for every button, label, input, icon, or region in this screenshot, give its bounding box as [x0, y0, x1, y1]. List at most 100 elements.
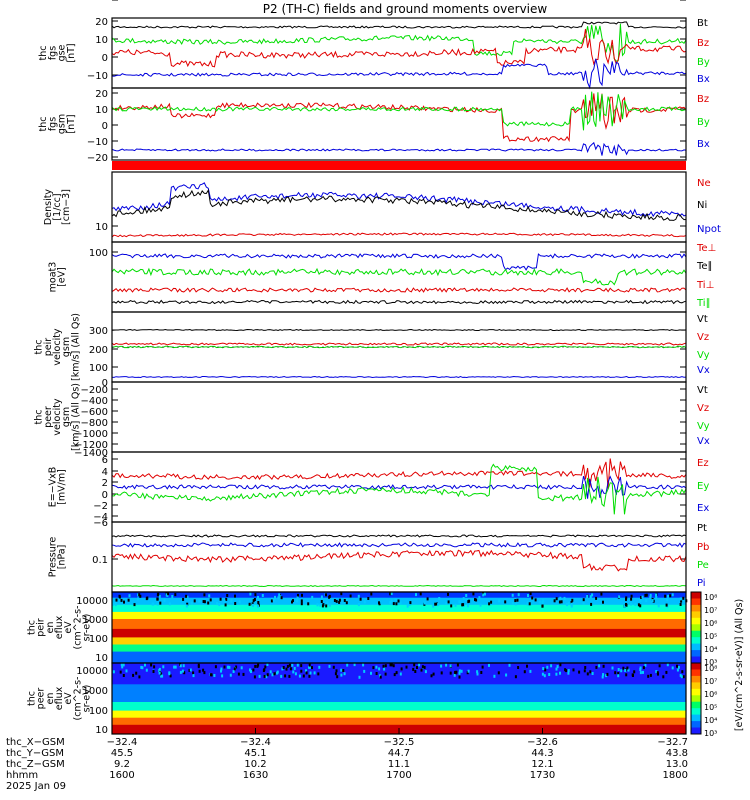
legend-entry: By [697, 117, 710, 128]
y-tick-label: 1000 [83, 615, 108, 626]
y-tick-label: −1400 [74, 448, 108, 459]
spectrogram-noise [479, 603, 482, 607]
spectrogram-noise [335, 599, 338, 603]
spectrogram-noise [595, 596, 598, 600]
colorbar-swatch [691, 624, 701, 632]
spectrogram-noise [342, 669, 345, 672]
spectrogram-noise [257, 596, 259, 599]
spectrogram-noise [328, 595, 331, 599]
spectrogram-noise [498, 599, 501, 603]
spectrogram-noise [119, 670, 122, 674]
spectrogram-noise [152, 670, 155, 673]
y-tick-label: 100 [89, 634, 108, 645]
trace-ez [111, 458, 687, 490]
spectrogram-noise [553, 599, 556, 603]
x-tick-label: −32.6 [527, 737, 558, 748]
spectrogram-noise [445, 601, 448, 605]
panel-frame [111, 87, 687, 161]
y-tick-label: 300 [89, 326, 108, 337]
spectrogram-noise [254, 593, 257, 597]
y-axis-label: thc [26, 620, 37, 635]
y-tick-label: 0.1 [92, 555, 108, 566]
spectrogram-noise [420, 668, 423, 672]
spectrogram-noise [122, 674, 125, 677]
spectrogram-noise [605, 674, 608, 678]
spectrogram-noise [666, 598, 669, 602]
colorbar-swatch [691, 643, 701, 651]
spectrogram-noise [395, 671, 398, 675]
spectrogram-noise [140, 665, 143, 669]
spectrogram-noise [602, 673, 605, 677]
spectrogram-noise [405, 665, 408, 669]
spectrogram-noise [340, 668, 343, 672]
spectrogram-noise [517, 593, 520, 597]
spectrogram-noise [640, 596, 643, 599]
spectrogram-noise [223, 665, 226, 669]
spectrogram-noise [600, 592, 603, 596]
spectrogram-noise [112, 670, 115, 674]
colorbar: 10⁸10⁷10⁶10⁵10⁴10³10⁸10⁷10⁶10⁵10⁴10³[eV/… [690, 591, 745, 738]
spectrogram-noise [647, 674, 650, 678]
spectrogram-noise [478, 596, 481, 600]
spectrogram-noise [249, 668, 251, 672]
spectrogram-noise [183, 671, 186, 675]
spectrogram-noise [649, 593, 652, 597]
spectrogram-noise [589, 595, 592, 599]
x-tick-label: 44.7 [388, 748, 410, 759]
y-axis-label: (cm^2-s- [72, 606, 83, 650]
colorbar-tick: 10³ [704, 729, 717, 738]
y-axis-label: en [45, 693, 56, 705]
spectrogram-noise [679, 603, 682, 606]
spectrogram-noise [516, 598, 519, 602]
spectrogram-noise [657, 604, 660, 608]
y-tick-label: 20 [95, 17, 108, 28]
spectrogram-noise [412, 667, 415, 671]
spectrogram-noise [282, 666, 285, 669]
spectrogram-noise [192, 674, 195, 678]
spectrogram-noise [185, 604, 188, 608]
spectrogram-noise [230, 599, 233, 603]
y-axis-label: peir [36, 618, 47, 637]
spectrogram-noise [125, 669, 128, 673]
spectrogram-noise [302, 674, 305, 678]
spectrogram-noise [432, 604, 435, 608]
panel-frame [111, 171, 687, 243]
x-tick-label: 44.3 [531, 748, 553, 759]
spectrogram-noise [454, 603, 457, 607]
x-tick-label: −32.4 [107, 737, 138, 748]
spectrogram-noise [406, 604, 409, 608]
colorbar-tick: 10⁶ [704, 619, 717, 628]
spectrogram-noise [300, 669, 303, 673]
spectrogram-noise [449, 671, 452, 675]
spectrogram-noise [156, 602, 159, 606]
spectrogram-noise [572, 668, 575, 672]
spectrogram-noise [423, 665, 426, 669]
y-tick-label: 10 [95, 105, 108, 116]
spectrogram-noise [279, 595, 282, 599]
spectrogram-noise [270, 597, 273, 601]
legend-entry: Ne [697, 178, 711, 189]
spectrogram-noise [288, 674, 291, 678]
spectrogram-noise [534, 598, 537, 602]
spectrogram-noise [424, 670, 427, 674]
spectrogram-noise [591, 672, 594, 675]
y-tick-label: 100 [89, 363, 108, 374]
spectrogram-noise [167, 592, 170, 596]
spectrogram-noise [622, 666, 625, 670]
x-tick-label: 1600 [109, 770, 134, 781]
spectrogram-noise [123, 600, 125, 604]
spectrogram-noise [237, 672, 240, 676]
legend-entry: Bz [697, 38, 709, 49]
spectrogram-noise [644, 663, 647, 667]
legend-entry: Ex [697, 503, 709, 514]
spectrogram-noise [198, 669, 201, 673]
spectrogram-band [112, 702, 686, 711]
spectrogram-noise [220, 667, 223, 671]
y-axis-label: thc [34, 340, 45, 355]
spectrogram-noise [676, 664, 678, 668]
y-axis-label: peer [36, 688, 47, 710]
trace-ne [111, 232, 687, 238]
spectrogram-noise [408, 602, 411, 606]
x-row-label: thc_X−GSM [6, 737, 65, 748]
spectrogram-noise [541, 601, 544, 605]
